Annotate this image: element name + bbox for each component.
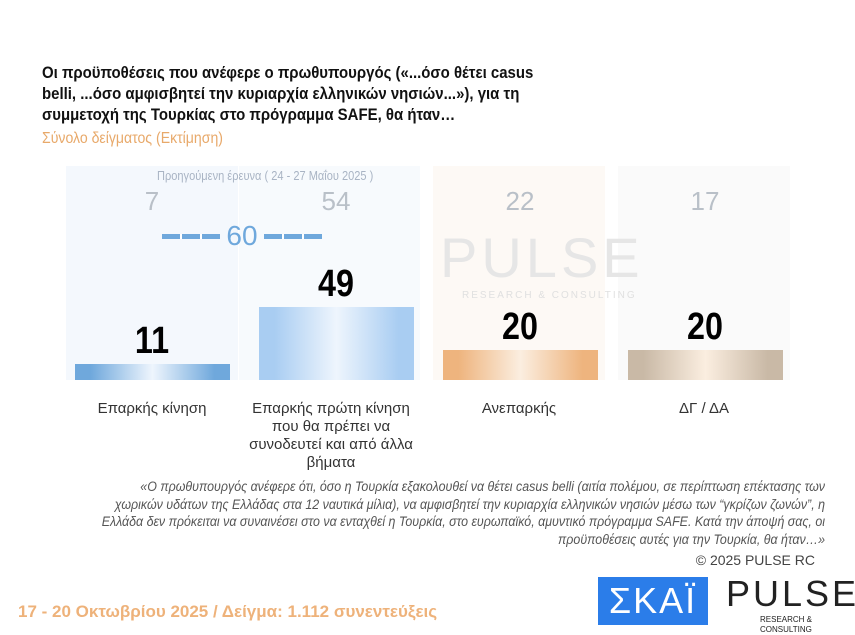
- category-label: ΔΓ / ΔΑ: [679, 400, 729, 417]
- bar-4: [628, 350, 783, 380]
- previous-survey-label: Προηγούμενη έρευνα ( 24 - 27 Μαΐου 2025 …: [157, 168, 374, 183]
- bar-3: [443, 350, 598, 380]
- previous-value-label: 7: [144, 186, 160, 216]
- group-total-annotation: 60: [162, 220, 322, 252]
- previous-value-label: 17: [690, 186, 720, 216]
- chart-subtitle: Σύνολο δείγματος (Εκτίμηση): [42, 130, 223, 147]
- column-bg-3: [433, 166, 605, 380]
- column-bg-1: [66, 166, 238, 380]
- group-total-value: 60: [226, 220, 258, 251]
- previous-value-label: 54: [321, 186, 351, 216]
- chart-title: Οι προϋποθέσεις που ανέφερε ο πρωθυπουργ…: [42, 63, 534, 124]
- copyright: © 2025 PULSE RC: [695, 552, 815, 568]
- bar-2: [259, 306, 414, 380]
- category-label: Επαρκής κίνηση: [97, 400, 207, 417]
- pulse-logo: PULSE: [726, 573, 855, 614]
- footer-sample-info: 17 - 20 Οκτωβρίου 2025 / Δείγμα: 1.112 σ…: [18, 602, 438, 621]
- pulse-watermark-sub: RESEARCH & CONSULTING: [462, 290, 637, 301]
- skai-logo: ΣΚΑΪ: [598, 577, 708, 625]
- column-bg-4: [618, 166, 790, 380]
- value-label: 20: [687, 306, 723, 348]
- category-label: Ανεπαρκής: [481, 400, 557, 417]
- value-label: 11: [134, 319, 170, 362]
- value-label: 20: [502, 306, 538, 348]
- category-label: Επαρκής πρώτη κίνηση που θα πρέπει να συ…: [249, 400, 413, 471]
- bar-1: [75, 363, 230, 380]
- previous-value-label: 22: [505, 186, 535, 216]
- question-note: «Ο πρωθυπουργός ανέφερε ότι, όσο η Τουρκ…: [101, 479, 826, 547]
- value-label: 49: [318, 262, 354, 305]
- pulse-watermark: PULSE: [440, 226, 644, 289]
- pulse-logo-sub: RESEARCH & CONSULTING: [760, 615, 813, 634]
